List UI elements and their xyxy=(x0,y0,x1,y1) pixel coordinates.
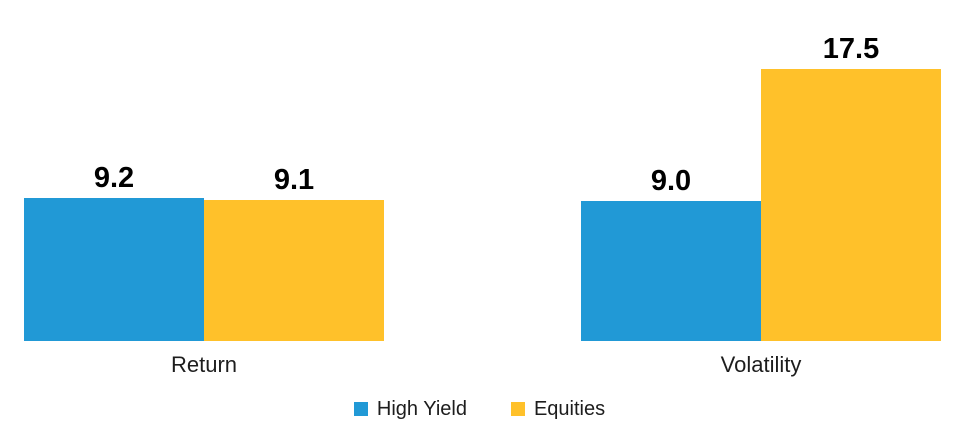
legend-item-equities: Equities xyxy=(510,398,606,420)
bar-high-yield xyxy=(24,198,204,341)
value-label: 9.2 xyxy=(93,162,135,194)
bar-group-volatility: 9.0 17.5 Volatility xyxy=(581,0,941,377)
category-label: Return xyxy=(170,352,238,377)
bars-row: 9.2 9.1 xyxy=(24,0,384,341)
bar-high-yield xyxy=(581,201,761,341)
value-label: 9.1 xyxy=(273,164,315,196)
bar-cell: 9.1 xyxy=(204,166,384,341)
legend-label: Equities xyxy=(533,398,606,420)
legend-swatch-icon xyxy=(510,402,525,416)
legend-swatch-icon xyxy=(353,402,368,416)
bar-cell: 9.0 xyxy=(581,167,761,341)
category-label: Volatility xyxy=(720,352,802,377)
value-label: 9.0 xyxy=(650,165,692,197)
bar-equities xyxy=(204,200,384,341)
bar-cell: 9.2 xyxy=(24,164,204,341)
bars-row: 9.0 17.5 xyxy=(581,0,941,341)
bar-equities xyxy=(761,69,941,341)
legend-item-high-yield: High Yield xyxy=(353,398,467,420)
bar-cell: 17.5 xyxy=(761,35,941,341)
legend-label: High Yield xyxy=(376,398,467,420)
value-label: 17.5 xyxy=(822,33,880,65)
legend: High Yield Equities xyxy=(0,399,959,419)
bar-group-return: 9.2 9.1 Return xyxy=(24,0,384,377)
